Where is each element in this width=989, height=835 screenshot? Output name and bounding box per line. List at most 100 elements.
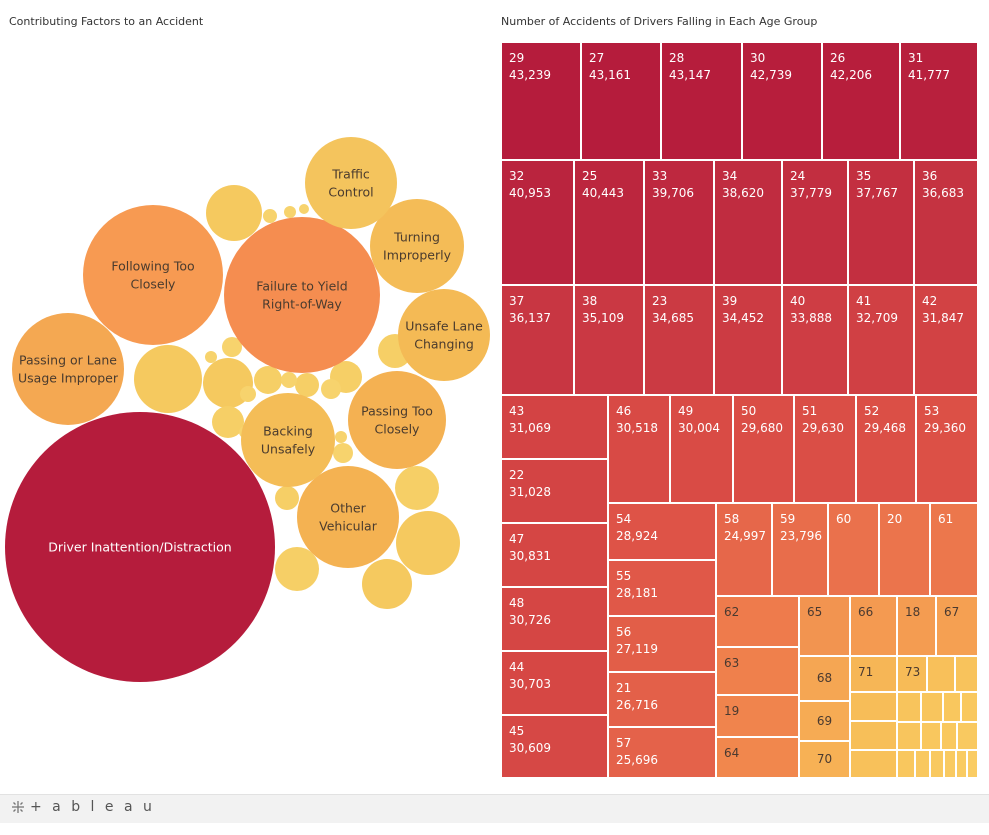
bubble-unlabeled-19[interactable] <box>395 466 439 510</box>
treemap-cell-age-31[interactable]: 31 41,777 <box>900 42 978 160</box>
treemap-cell-age-30[interactable]: 30 42,739 <box>742 42 822 160</box>
treemap-cell-small-1[interactable] <box>927 656 955 692</box>
treemap-cell-age-73[interactable]: 73 <box>897 656 927 692</box>
treemap-cell-small-19[interactable] <box>967 750 978 778</box>
treemap-cell-age-45[interactable]: 45 30,609 <box>501 715 608 778</box>
bubble-unlabeled-24[interactable] <box>284 206 296 218</box>
treemap-cell-small-13[interactable] <box>957 722 978 750</box>
treemap-cell-age-41[interactable]: 41 32,709 <box>848 285 914 395</box>
treemap-cell-small-4[interactable] <box>850 721 897 750</box>
treemap-cell-small-15[interactable] <box>915 750 930 778</box>
bubble-10[interactable] <box>305 137 397 229</box>
treemap-cell-small-3[interactable] <box>850 692 897 721</box>
bubble-7[interactable] <box>398 289 490 381</box>
treemap-cell-small-16[interactable] <box>930 750 944 778</box>
treemap-cell-age-48[interactable]: 48 30,726 <box>501 587 608 651</box>
bubble-unlabeled-6[interactable] <box>254 366 282 394</box>
treemap-cell-age-50[interactable]: 50 29,680 <box>733 395 794 503</box>
bubble-unlabeled-2[interactable] <box>134 345 202 413</box>
treemap-cell-age-35[interactable]: 35 37,767 <box>848 160 914 285</box>
treemap-cell-age-27[interactable]: 27 43,161 <box>581 42 661 160</box>
treemap-cell-age-52[interactable]: 52 29,468 <box>856 395 916 503</box>
treemap-cell-age-68[interactable]: 68 <box>799 656 850 701</box>
treemap-cell-age-32[interactable]: 32 40,953 <box>501 160 574 285</box>
treemap-cell-age-61[interactable]: 61 <box>930 503 978 596</box>
tableau-logo[interactable]: + a b l e a u <box>10 799 155 815</box>
bubble-8[interactable] <box>370 199 464 293</box>
treemap-cell-age-33[interactable]: 33 39,706 <box>644 160 714 285</box>
bubble-4[interactable] <box>12 313 124 425</box>
treemap-cell-age-58[interactable]: 58 24,997 <box>716 503 772 596</box>
treemap-cell-age-47[interactable]: 47 30,831 <box>501 523 608 587</box>
treemap-cell-small-10[interactable] <box>897 722 921 750</box>
treemap-cell-age-59[interactable]: 59 23,796 <box>772 503 828 596</box>
bubble-unlabeled-20[interactable] <box>396 511 460 575</box>
treemap-cell-age-24[interactable]: 24 37,779 <box>782 160 848 285</box>
treemap[interactable]: 29 43,239 27 43,161 28 43,147 30 42,739 26 42,206… <box>501 42 978 778</box>
treemap-cell-age-60[interactable]: 60 <box>828 503 879 596</box>
treemap-cell-age-55[interactable]: 55 28,181 <box>608 560 716 616</box>
treemap-cell-small-5[interactable] <box>850 750 897 778</box>
treemap-cell-age-62[interactable]: 62 <box>716 596 799 647</box>
bubble-unlabeled-16[interactable] <box>335 431 347 443</box>
bubble-unlabeled-15[interactable] <box>333 443 353 463</box>
treemap-cell-age-19[interactable]: 19 <box>716 695 799 737</box>
treemap-cell-age-43[interactable]: 43 31,069 <box>501 395 608 459</box>
bubble-unlabeled-11[interactable] <box>205 351 217 363</box>
treemap-cell-age-36[interactable]: 36 36,683 <box>914 160 978 285</box>
treemap-cell-age-28[interactable]: 28 43,147 <box>661 42 742 160</box>
bubble-3[interactable] <box>83 205 223 345</box>
bubble-2[interactable] <box>224 217 380 373</box>
bubble-unlabeled-22[interactable] <box>362 559 412 609</box>
bubble-unlabeled-25[interactable] <box>299 204 309 214</box>
treemap-cell-age-39[interactable]: 39 34,452 <box>714 285 782 395</box>
bubble-9[interactable] <box>241 393 335 487</box>
treemap-cell-age-26[interactable]: 26 42,206 <box>822 42 900 160</box>
bubble-unlabeled-10[interactable] <box>222 337 242 357</box>
treemap-cell-small-18[interactable] <box>956 750 967 778</box>
treemap-cell-age-65[interactable]: 65 <box>799 596 850 656</box>
bubble-1[interactable] <box>5 412 275 682</box>
bubble-5[interactable] <box>348 371 446 469</box>
treemap-cell-age-25[interactable]: 25 40,443 <box>574 160 644 285</box>
bubble-unlabeled-7[interactable] <box>295 373 319 397</box>
treemap-cell-small-17[interactable] <box>944 750 956 778</box>
treemap-cell-age-64[interactable]: 64 <box>716 737 799 778</box>
treemap-cell-age-57[interactable]: 57 25,696 <box>608 727 716 778</box>
bubble-unlabeled-18[interactable] <box>275 486 299 510</box>
treemap-cell-small-8[interactable] <box>943 692 961 722</box>
treemap-cell-small-2[interactable] <box>955 656 978 692</box>
treemap-cell-age-49[interactable]: 49 30,004 <box>670 395 733 503</box>
bubble-unlabeled-1[interactable] <box>206 185 262 241</box>
treemap-cell-age-66[interactable]: 66 <box>850 596 897 656</box>
treemap-cell-age-51[interactable]: 51 29,630 <box>794 395 856 503</box>
treemap-cell-age-22[interactable]: 22 31,028 <box>501 459 608 523</box>
treemap-cell-age-46[interactable]: 46 30,518 <box>608 395 670 503</box>
treemap-cell-age-69[interactable]: 69 <box>799 701 850 741</box>
bubble-unlabeled-12[interactable] <box>212 406 244 438</box>
treemap-cell-age-20[interactable]: 20 <box>879 503 930 596</box>
bubble-unlabeled-8[interactable] <box>321 379 341 399</box>
treemap-cell-age-37[interactable]: 37 36,137 <box>501 285 574 395</box>
bubble-chart[interactable]: Driver Inattention/Distraction Failure to… <box>0 0 500 792</box>
treemap-cell-age-21[interactable]: 21 26,716 <box>608 672 716 727</box>
treemap-cell-small-11[interactable] <box>921 722 941 750</box>
treemap-cell-age-53[interactable]: 53 29,360 <box>916 395 978 503</box>
treemap-cell-age-40[interactable]: 40 33,888 <box>782 285 848 395</box>
treemap-cell-small-12[interactable] <box>941 722 957 750</box>
treemap-cell-age-56[interactable]: 56 27,119 <box>608 616 716 672</box>
treemap-cell-age-67[interactable]: 67 <box>936 596 978 656</box>
treemap-cell-age-70[interactable]: 70 <box>799 741 850 778</box>
treemap-cell-age-23[interactable]: 23 34,685 <box>644 285 714 395</box>
treemap-cell-age-44[interactable]: 44 30,703 <box>501 651 608 715</box>
treemap-cell-age-42[interactable]: 42 31,847 <box>914 285 978 395</box>
treemap-cell-age-29[interactable]: 29 43,239 <box>501 42 581 160</box>
bubble-unlabeled-21[interactable] <box>275 547 319 591</box>
treemap-cell-age-34[interactable]: 34 38,620 <box>714 160 782 285</box>
treemap-cell-small-6[interactable] <box>897 692 921 722</box>
bubble-unlabeled-23[interactable] <box>263 209 277 223</box>
treemap-cell-age-63[interactable]: 63 <box>716 647 799 695</box>
treemap-cell-small-7[interactable] <box>921 692 943 722</box>
bubble-6[interactable] <box>297 466 399 568</box>
treemap-cell-small-14[interactable] <box>897 750 915 778</box>
